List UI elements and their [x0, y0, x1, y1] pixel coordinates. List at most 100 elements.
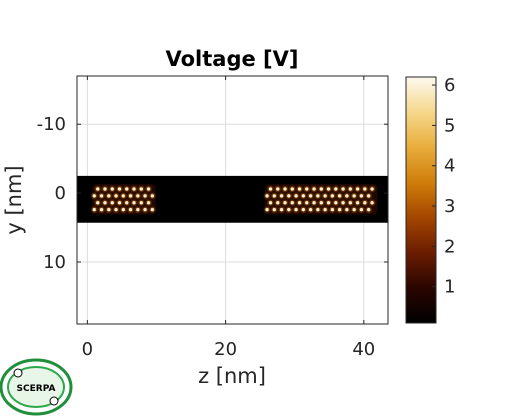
molecule-dot — [301, 208, 305, 212]
x-tick-label: 20 — [214, 339, 237, 360]
molecule-dot — [117, 201, 122, 205]
molecule-dot — [139, 201, 143, 205]
molecule-dot — [352, 208, 356, 212]
colorbar-ticks: 1 2 3 4 5 6 — [432, 75, 455, 298]
axis-ticks: 0 20 40 -10 0 10 — [37, 76, 388, 360]
molecule-dot — [125, 201, 129, 205]
molecule-dot — [103, 201, 107, 205]
molecule-dot — [125, 187, 129, 191]
molecule-dot — [146, 187, 151, 191]
molecule-dot — [103, 187, 107, 191]
molecule-dot — [121, 194, 125, 198]
colorbar-frame — [405, 76, 437, 324]
molecule-dot — [367, 208, 371, 212]
molecule-dot — [287, 194, 291, 198]
molecule-dot — [330, 208, 334, 212]
molecule-dot — [359, 194, 363, 198]
molecule-dot — [143, 208, 147, 212]
logo-inner-ring — [7, 366, 65, 408]
molecule-dot — [117, 187, 122, 191]
molecule-dot — [99, 208, 104, 212]
molecule-dot — [146, 201, 151, 205]
logo-dot-icon — [13, 368, 23, 378]
molecule-dot — [355, 201, 360, 205]
logo-dot-icon — [49, 396, 59, 406]
molecule-dot — [128, 208, 133, 212]
molecule-dot — [272, 208, 276, 212]
molecule-dot — [348, 187, 352, 191]
molecule-dot — [268, 187, 273, 191]
molecule-dot — [338, 194, 342, 198]
molecule-dot — [132, 201, 136, 205]
molecule-dot — [308, 194, 313, 198]
molecule-dot — [297, 201, 302, 205]
molecule-dot — [268, 201, 273, 205]
molecule-dot — [294, 194, 298, 198]
molecule-dot — [96, 187, 100, 191]
voltage-map — [77, 175, 388, 223]
molecule-dot — [341, 187, 345, 191]
scerpa-logo: SCERPA — [0, 358, 73, 416]
y-axis-label: y [nm] — [2, 165, 26, 234]
molecule-dot — [348, 201, 352, 205]
molecule-dot — [150, 208, 154, 212]
molecule-dot — [312, 187, 316, 191]
molecule-dot — [312, 201, 316, 205]
molecule-dot — [143, 194, 147, 198]
molecule-dot — [319, 187, 323, 191]
x-tick-label: 0 — [82, 339, 93, 360]
molecule-dot — [290, 187, 294, 191]
molecule-dot — [96, 201, 100, 205]
molecule-dot — [283, 201, 287, 205]
plot-frame — [76, 75, 389, 325]
x-axis-label: z [nm] — [198, 364, 266, 388]
molecule-dot — [334, 187, 338, 191]
molecule-dot — [334, 201, 338, 205]
molecule-dot — [114, 208, 118, 212]
molecule-dot — [301, 194, 305, 198]
y-tick-label: 10 — [43, 252, 66, 273]
molecule-dot — [341, 201, 345, 205]
molecule-dot — [305, 187, 309, 191]
molecule-dot — [92, 208, 96, 212]
molecule-dot — [287, 208, 291, 212]
molecule-dot — [121, 208, 125, 212]
colorbar-gradient — [406, 77, 436, 323]
y-tick-label: -10 — [37, 114, 66, 135]
molecule-dot — [276, 187, 280, 191]
molecule-dot — [265, 194, 269, 198]
molecule-dot — [305, 201, 309, 205]
molecule-dot — [316, 208, 320, 212]
molecule-dot — [150, 194, 154, 198]
logo-text: SCERPA — [17, 384, 56, 394]
molecule-dot — [279, 194, 284, 198]
molecule-dot — [319, 201, 323, 205]
molecule-dot — [132, 187, 136, 191]
colorbar-tick-label: 4 — [444, 156, 455, 177]
molecule-dot — [367, 194, 371, 198]
molecule-dot — [370, 201, 374, 205]
molecule-dot — [326, 187, 331, 191]
molecule-dot — [363, 201, 367, 205]
molecule-dot — [136, 208, 140, 212]
colorbar-tick-label: 2 — [444, 236, 455, 257]
molecule-dot — [308, 208, 313, 212]
molecule-dot — [323, 194, 327, 198]
molecule-dot — [276, 201, 280, 205]
molecule-dot — [363, 187, 367, 191]
x-tick-label: 40 — [352, 339, 375, 360]
molecule-dot — [279, 208, 284, 212]
molecule-dot — [99, 194, 104, 198]
molecule-dot — [107, 208, 111, 212]
molecule-dot — [330, 194, 334, 198]
molecule-dot — [294, 208, 298, 212]
molecule-dot — [352, 194, 356, 198]
molecule-dot — [345, 208, 349, 212]
molecule-dot — [92, 194, 96, 198]
molecule-dot — [290, 201, 294, 205]
molecule-dot — [323, 208, 327, 212]
molecule-dot — [355, 187, 360, 191]
molecule-dot — [107, 194, 111, 198]
molecule-dot — [272, 194, 276, 198]
